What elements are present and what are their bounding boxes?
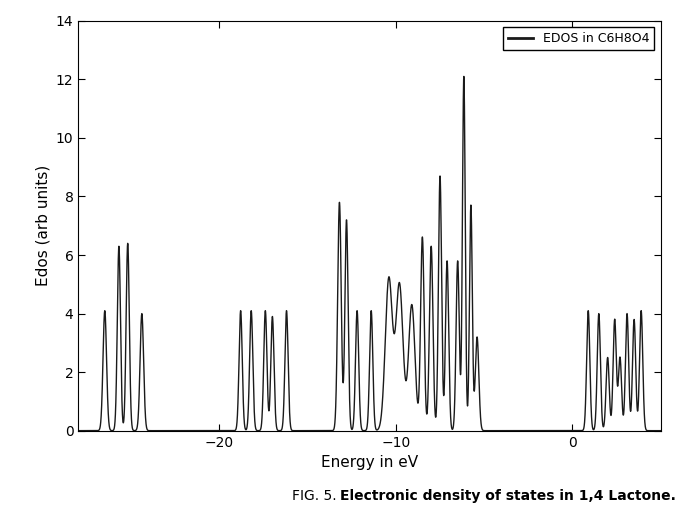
X-axis label: Energy in eV: Energy in eV [321,455,418,470]
Legend: EDOS in C6H8O4: EDOS in C6H8O4 [503,27,654,50]
Text: FIG. 5.: FIG. 5. [291,489,340,503]
Text: Electronic density of states in 1,4 Lactone.: Electronic density of states in 1,4 Lact… [340,489,676,503]
Y-axis label: Edos (arb units): Edos (arb units) [35,165,50,287]
